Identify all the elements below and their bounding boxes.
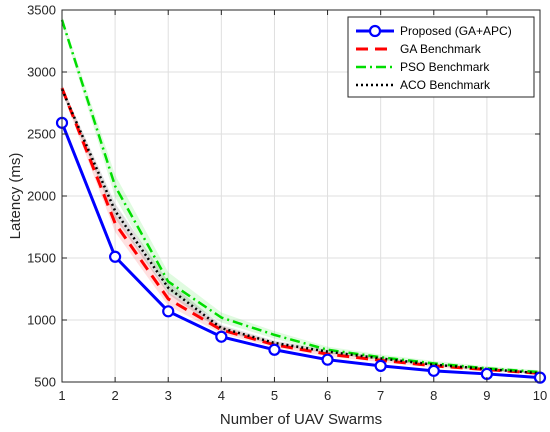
- series-line: [60, 88, 541, 375]
- confidence-bands: [62, 16, 540, 379]
- series-line: [60, 122, 541, 380]
- data-point: [268, 343, 281, 356]
- x-tick-label: 3: [165, 388, 172, 403]
- data-point: [162, 305, 175, 318]
- legend-entry-label: PSO Benchmark: [400, 60, 490, 74]
- data-point: [374, 359, 387, 372]
- series-band: [62, 86, 540, 375]
- data-point: [109, 250, 122, 263]
- data-point: [427, 364, 440, 377]
- series-lines: [55, 19, 547, 384]
- legend-entry-label: Proposed (GA+APC): [400, 24, 512, 38]
- y-tick-label: 1500: [27, 251, 56, 266]
- series-band: [62, 16, 540, 374]
- legend-entry-label: GA Benchmark: [400, 42, 482, 56]
- x-tick-label: 9: [483, 388, 490, 403]
- legend-marker: [368, 24, 382, 38]
- data-point: [215, 330, 228, 343]
- legend-entry-label: ACO Benchmark: [400, 78, 491, 92]
- x-axis-label: Number of UAV Swarms: [220, 411, 382, 428]
- x-tick-label: 2: [111, 388, 118, 403]
- x-tick-label: 4: [218, 388, 225, 403]
- x-tick-label: 7: [377, 388, 384, 403]
- x-tick-label: 8: [430, 388, 437, 403]
- y-tick-label: 2500: [27, 127, 56, 142]
- x-tick-label: 5: [271, 388, 278, 403]
- x-tick-label: 1: [58, 388, 65, 403]
- axis-ticks: 1 2 3 4 5 6 7 8 9 10 500 1000 1500 2000 2500 3000 3500: [27, 3, 547, 404]
- y-tick-label: 1000: [27, 313, 56, 328]
- series-line: [60, 19, 541, 374]
- y-tick-label: 3000: [27, 65, 56, 80]
- series-band: [62, 84, 540, 375]
- y-axis-label: Latency (ms): [7, 153, 24, 240]
- x-tick-label: 10: [533, 388, 547, 403]
- y-tick-label: 3500: [27, 3, 56, 18]
- x-tick-label: 6: [324, 388, 331, 403]
- y-tick-label: 500: [34, 375, 56, 390]
- data-point: [321, 353, 334, 366]
- y-tick-label: 2000: [27, 189, 56, 204]
- legend: Proposed (GA+APC) GA Benchmark PSO Benchma…: [347, 16, 535, 98]
